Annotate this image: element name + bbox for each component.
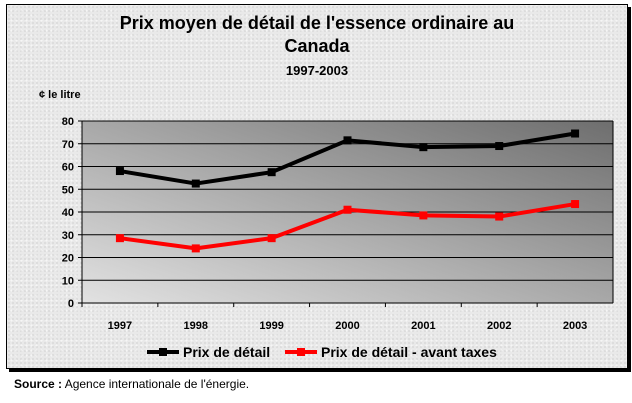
chart-subtitle: 1997-2003 <box>286 63 348 78</box>
data-point-marker <box>191 179 200 188</box>
x-tick-label: 2001 <box>411 320 435 332</box>
data-point-marker <box>191 244 200 253</box>
y-tick-label: 60 <box>62 162 74 174</box>
data-point-marker <box>343 136 352 145</box>
y-tick-label: 70 <box>62 139 74 151</box>
data-point-marker <box>571 129 580 138</box>
data-point-marker <box>267 234 276 243</box>
y-axis-unit-label: ¢ le litre <box>39 89 81 101</box>
data-point-marker <box>115 167 124 176</box>
x-tick-label: 1998 <box>184 320 208 332</box>
legend-label: Prix de détail <box>183 344 270 360</box>
legend-swatch-marker <box>159 348 167 356</box>
series-1 <box>115 129 580 188</box>
x-tick-label: 2003 <box>563 320 587 332</box>
y-tick-label: 50 <box>62 184 74 196</box>
data-point-marker <box>495 142 504 151</box>
data-point-marker <box>419 143 428 152</box>
source-note: Source : Agence internationale de l'éner… <box>14 377 249 391</box>
data-point-marker <box>495 212 504 221</box>
series-2 <box>115 200 580 253</box>
source-text: Agence internationale de l'énergie. <box>64 377 250 391</box>
x-tick-label: 1997 <box>108 320 132 332</box>
data-point-marker <box>419 211 428 220</box>
legend-swatch-marker <box>297 348 305 356</box>
x-tick-label: 1999 <box>259 320 283 332</box>
y-tick-label: 20 <box>62 253 74 265</box>
y-tick-label: 30 <box>62 230 74 242</box>
y-tick-label: 10 <box>62 275 74 287</box>
data-point-marker <box>115 234 124 243</box>
data-point-marker <box>343 205 352 214</box>
chart-title-line-1: Prix moyen de détail de l'essence ordina… <box>120 13 514 33</box>
legend-label: Prix de détail - avant taxes <box>321 344 497 360</box>
y-tick-label: 80 <box>62 116 74 128</box>
data-point-marker <box>267 168 276 177</box>
data-point-marker <box>571 200 580 209</box>
x-tick-label: 2000 <box>335 320 359 332</box>
source-label: Source : <box>14 377 63 391</box>
legend: Prix de détail Prix de détail - avant tax… <box>147 344 497 360</box>
chart-title-line-2: Canada <box>284 36 350 56</box>
y-tick-label: 0 <box>68 298 74 310</box>
chart-frame: Prix moyen de détail de l'essence ordina… <box>6 4 628 369</box>
line-chart: Prix moyen de détail de l'essence ordina… <box>39 13 614 360</box>
y-tick-label: 40 <box>62 207 74 219</box>
x-tick-label: 2002 <box>487 320 511 332</box>
